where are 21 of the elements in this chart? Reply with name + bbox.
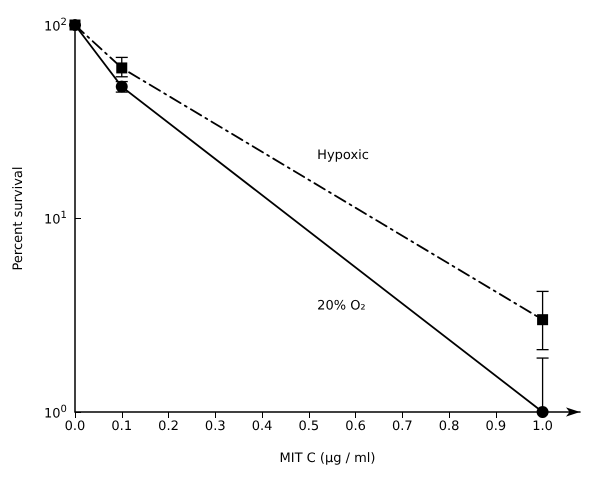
x-tick-label: 0.1 xyxy=(111,419,132,434)
y-tick-label: 10$^{0}$ xyxy=(44,404,67,421)
y-axis-title: Percent survival xyxy=(11,166,26,270)
x-tick-label: 0.6 xyxy=(345,419,366,434)
x-axis-title: MIT C (µg / ml) xyxy=(280,451,376,466)
x-tick-label: 0.2 xyxy=(158,419,179,434)
x-tick-label: 0.9 xyxy=(485,419,506,434)
point xyxy=(537,314,548,326)
series-label: 20% O₂ xyxy=(317,298,366,314)
x-tick-label: 0.3 xyxy=(204,419,226,434)
x-tick-label: 0.0 xyxy=(64,419,86,434)
point xyxy=(536,406,549,418)
point xyxy=(116,62,128,74)
x-tick-label: 0.7 xyxy=(392,419,413,434)
x-tick-label: 0.4 xyxy=(252,419,272,434)
x-tick-label: 1.0 xyxy=(532,419,553,434)
y-tick-label: 10$^{1}$ xyxy=(44,210,67,228)
x-tick-label: 0.8 xyxy=(438,419,460,434)
x-tick-label: 0.5 xyxy=(298,419,320,434)
y-tick-label: 10$^{2}$ xyxy=(44,16,67,34)
series-label: Hypoxic xyxy=(317,148,369,163)
